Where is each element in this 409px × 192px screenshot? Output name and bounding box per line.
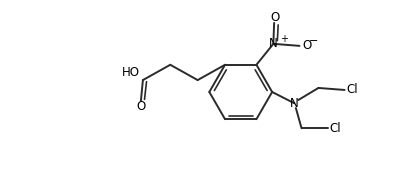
Text: HO: HO (122, 66, 140, 79)
Text: +: + (280, 34, 288, 44)
Text: N: N (269, 37, 278, 50)
Text: Cl: Cl (346, 84, 358, 96)
Text: Cl: Cl (330, 122, 342, 135)
Text: O: O (303, 39, 312, 52)
Text: −: − (308, 36, 318, 46)
Text: O: O (270, 11, 279, 24)
Text: O: O (136, 100, 146, 113)
Text: N: N (290, 97, 299, 110)
